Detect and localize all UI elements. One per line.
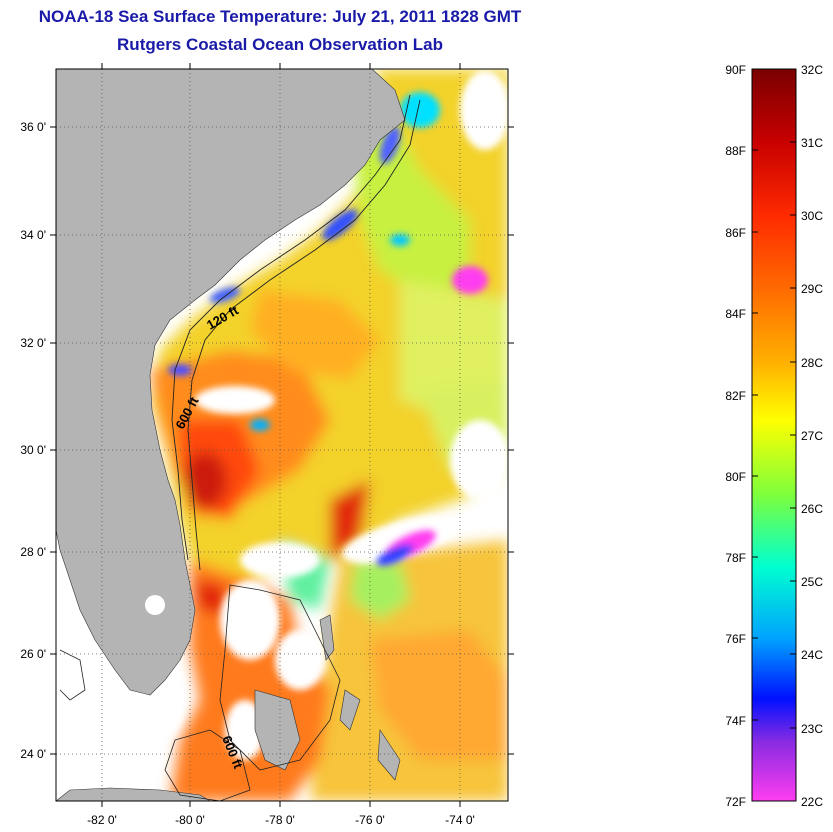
cb-c-25: 25C xyxy=(801,575,823,589)
cb-c-24: 24C xyxy=(801,648,823,662)
cb-f-72: 72F xyxy=(725,795,746,809)
map-frame xyxy=(55,68,509,802)
colorbar-ticks xyxy=(752,141,796,729)
cb-c-31: 31C xyxy=(801,136,823,150)
lon-label-76: -76 0' xyxy=(355,813,385,827)
lat-label-24: 24 0' xyxy=(20,747,46,761)
cb-f-84: 84F xyxy=(725,307,746,321)
map-subtitle: Rutgers Coastal Ocean Observation Lab xyxy=(117,35,443,54)
isobath-bank-line xyxy=(164,729,251,801)
cb-c-22: 22C xyxy=(801,795,823,809)
land-bahamas-abaco xyxy=(319,614,335,661)
cb-f-86: 86F xyxy=(725,226,746,240)
cb-c-23: 23C xyxy=(801,722,823,736)
cb-f-90: 90F xyxy=(725,63,746,77)
lat-label-32: 32 0' xyxy=(20,336,46,350)
frame-ticks xyxy=(50,63,514,807)
map-content xyxy=(56,69,508,801)
cb-f-76: 76F xyxy=(725,632,746,646)
land-cuba xyxy=(56,787,211,801)
cb-c-27: 27C xyxy=(801,429,823,443)
lon-label-82: -82 0' xyxy=(87,813,117,827)
isobath-120ft-line xyxy=(171,94,411,561)
cb-f-82: 82F xyxy=(725,389,746,403)
cb-c-32: 32C xyxy=(801,63,823,77)
land-bahamas-andros xyxy=(254,689,301,771)
colorbar xyxy=(751,68,797,802)
graticule xyxy=(56,69,508,801)
land-us-southeast xyxy=(56,69,406,696)
lon-label-80: -80 0' xyxy=(175,813,205,827)
sst-field xyxy=(150,69,508,801)
cb-f-80: 80F xyxy=(725,470,746,484)
land-bahamas-exuma xyxy=(377,729,401,781)
lon-label-74: -74 0' xyxy=(445,813,475,827)
lat-label-30: 30 0' xyxy=(20,443,46,457)
cold-anomalies xyxy=(168,92,488,566)
cb-f-88: 88F xyxy=(725,144,746,158)
lake-okeechobee xyxy=(145,595,165,615)
lat-label-36: 36 0' xyxy=(20,120,46,134)
cb-f-74: 74F xyxy=(725,714,746,728)
land-bahamas-eleuthera xyxy=(339,689,361,731)
lat-label-28: 28 0' xyxy=(20,545,46,559)
isobath-bahamas-line xyxy=(219,584,341,771)
cb-c-28: 28C xyxy=(801,356,823,370)
lon-label-78: -78 0' xyxy=(265,813,295,827)
cb-c-26: 26C xyxy=(801,502,823,516)
map-title: NOAA-18 Sea Surface Temperature: July 21… xyxy=(38,7,522,26)
lat-label-34: 34 0' xyxy=(20,228,46,242)
lat-label-26: 26 0' xyxy=(20,647,46,661)
isobath-600ft-line xyxy=(187,99,421,571)
cb-c-30: 30C xyxy=(801,209,823,223)
isobath-gulf-line xyxy=(59,649,86,701)
cb-c-29: 29C xyxy=(801,282,823,296)
cb-f-78: 78F xyxy=(725,551,746,565)
